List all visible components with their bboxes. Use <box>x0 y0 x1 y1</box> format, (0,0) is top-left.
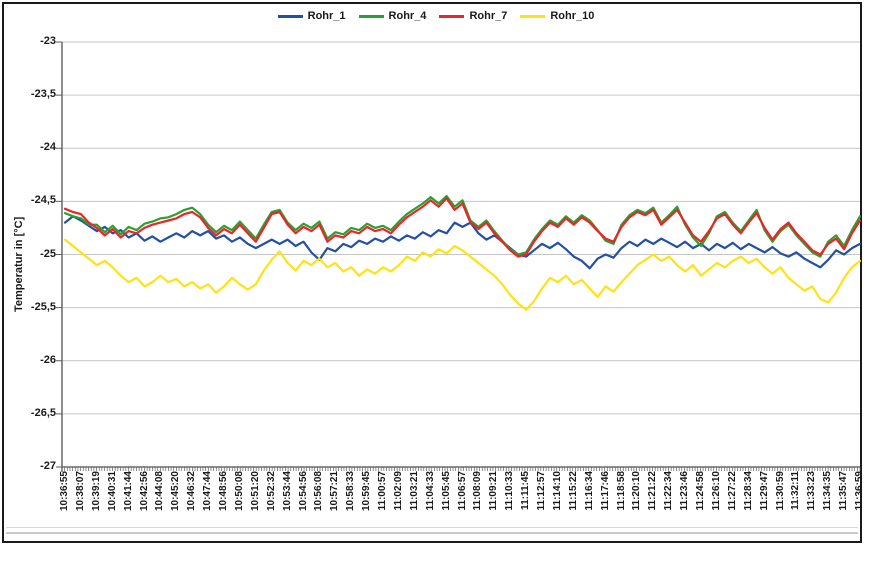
x-tick-label: 11:18:58 <box>615 471 627 511</box>
x-tick-label: 11:33:23 <box>806 471 818 511</box>
x-tick-label: 10:54:56 <box>297 471 309 512</box>
x-tick-label: 10:41:44 <box>122 471 134 512</box>
bottom-rule-lower <box>6 532 858 534</box>
x-tick-label: 11:32:11 <box>790 471 802 510</box>
y-tick-label: -26 <box>40 353 56 366</box>
x-tick-label: 11:21:22 <box>647 471 659 511</box>
x-tick-label: 11:23:46 <box>679 471 691 511</box>
x-tick-label: 11:02:09 <box>392 471 404 511</box>
x-tick-label: 11:04:33 <box>424 471 436 511</box>
x-tick-label: 11:35:47 <box>838 471 850 511</box>
x-tick-label: 10:44:08 <box>154 471 166 512</box>
x-tick-label: 11:11:45 <box>520 471 532 510</box>
plot-area <box>56 41 862 472</box>
x-tick-label: 11:05:45 <box>440 471 452 511</box>
series-line-Rohr_7 <box>63 197 862 258</box>
y-tick-label: -25,5 <box>30 300 56 313</box>
legend-item-rohr-1: Rohr_1 <box>277 10 346 22</box>
series-line-Rohr_10 <box>63 238 862 311</box>
x-tick-label: 11:12:57 <box>536 471 547 511</box>
x-tick-label: 10:40:31 <box>106 471 118 512</box>
x-tick-label: 10:46:32 <box>186 471 198 512</box>
x-tick-label: 11:34:35 <box>822 471 834 511</box>
legend-label-rohr-1: Rohr_1 <box>307 10 346 22</box>
y-tick-label: -26,5 <box>30 406 56 419</box>
x-tick-label: 11:27:22 <box>726 471 738 511</box>
y-tick-label: -24 <box>40 141 56 154</box>
x-tick-label: 11:03:21 <box>408 471 420 511</box>
series-line-Rohr_4 <box>63 195 862 258</box>
x-tick-label: 10:36:55 <box>59 471 70 512</box>
legend-label-rohr-10: Rohr_10 <box>550 10 595 22</box>
x-tick-label: 10:53:44 <box>281 471 293 512</box>
x-tick-label: 10:57:21 <box>329 471 341 512</box>
x-tick-label: 10:42:56 <box>138 471 150 512</box>
x-tick-label: 11:28:34 <box>742 471 754 511</box>
x-tick-label: 10:38:07 <box>74 471 86 512</box>
y-tick-label: -23,5 <box>30 88 56 101</box>
x-tick-label: 10:59:45 <box>361 471 373 512</box>
x-tick-label: 11:16:34 <box>583 471 595 511</box>
legend-swatch-rohr-4 <box>358 14 384 18</box>
x-tick-label: 11:10:33 <box>504 471 516 511</box>
x-tick-label: 10:51:20 <box>249 471 261 512</box>
legend-item-rohr-7: Rohr_7 <box>439 10 507 22</box>
legend-item-rohr-10: Rohr_10 <box>520 10 594 22</box>
x-tick-label: 11:26:10 <box>710 471 722 511</box>
series-line-Rohr_1 <box>63 215 862 270</box>
x-tick-label: 11:06:57 <box>456 471 468 511</box>
x-tick-label: 11:30:59 <box>774 471 786 511</box>
legend-label-rohr-4: Rohr_4 <box>388 10 427 22</box>
legend-label-rohr-7: Rohr_7 <box>469 10 508 22</box>
x-tick-label: 10:39:19 <box>90 471 102 512</box>
x-tick-label: 11:22:34 <box>663 471 675 511</box>
x-tick-label: 11:14:10 <box>551 471 563 511</box>
x-tick-label: 10:52:32 <box>265 471 277 512</box>
x-tick-label: 10:47:44 <box>202 471 214 512</box>
x-tick-label: 11:36:59 <box>854 471 865 511</box>
x-tick-label: 11:24:58 <box>695 471 706 511</box>
x-tick-label: 11:00:57 <box>377 471 388 511</box>
bottom-rule-upper <box>6 527 858 528</box>
x-tick-label: 11:15:22 <box>567 471 579 511</box>
x-tick-label: 11:08:09 <box>472 471 484 511</box>
legend: Rohr_1 Rohr_4 Rohr_7 Rohr_10 <box>0 7 872 25</box>
x-tick-label: 10:45:20 <box>170 471 182 512</box>
x-tick-label: 10:50:08 <box>233 471 245 512</box>
chart-frame <box>2 2 862 543</box>
y-tick-label: -23 <box>40 35 56 47</box>
legend-swatch-rohr-1 <box>277 14 303 18</box>
legend-item-rohr-4: Rohr_4 <box>358 10 427 22</box>
x-tick-label: 10:48:56 <box>218 471 229 512</box>
legend-swatch-rohr-7 <box>439 14 465 18</box>
x-tick-label: 11:20:10 <box>631 471 643 511</box>
x-tick-label: 10:58:33 <box>345 471 357 512</box>
y-tick-label: -24,5 <box>30 194 56 207</box>
x-tick-label: 11:17:46 <box>599 471 611 511</box>
x-tick-label: 11:29:47 <box>758 471 770 511</box>
y-tick-label: -25 <box>40 247 56 260</box>
y-tick-label: -27 <box>40 460 56 472</box>
legend-swatch-rohr-10 <box>520 14 546 18</box>
x-tick-label: 10:56:08 <box>313 471 325 512</box>
x-tick-label: 11:09:21 <box>488 471 500 511</box>
